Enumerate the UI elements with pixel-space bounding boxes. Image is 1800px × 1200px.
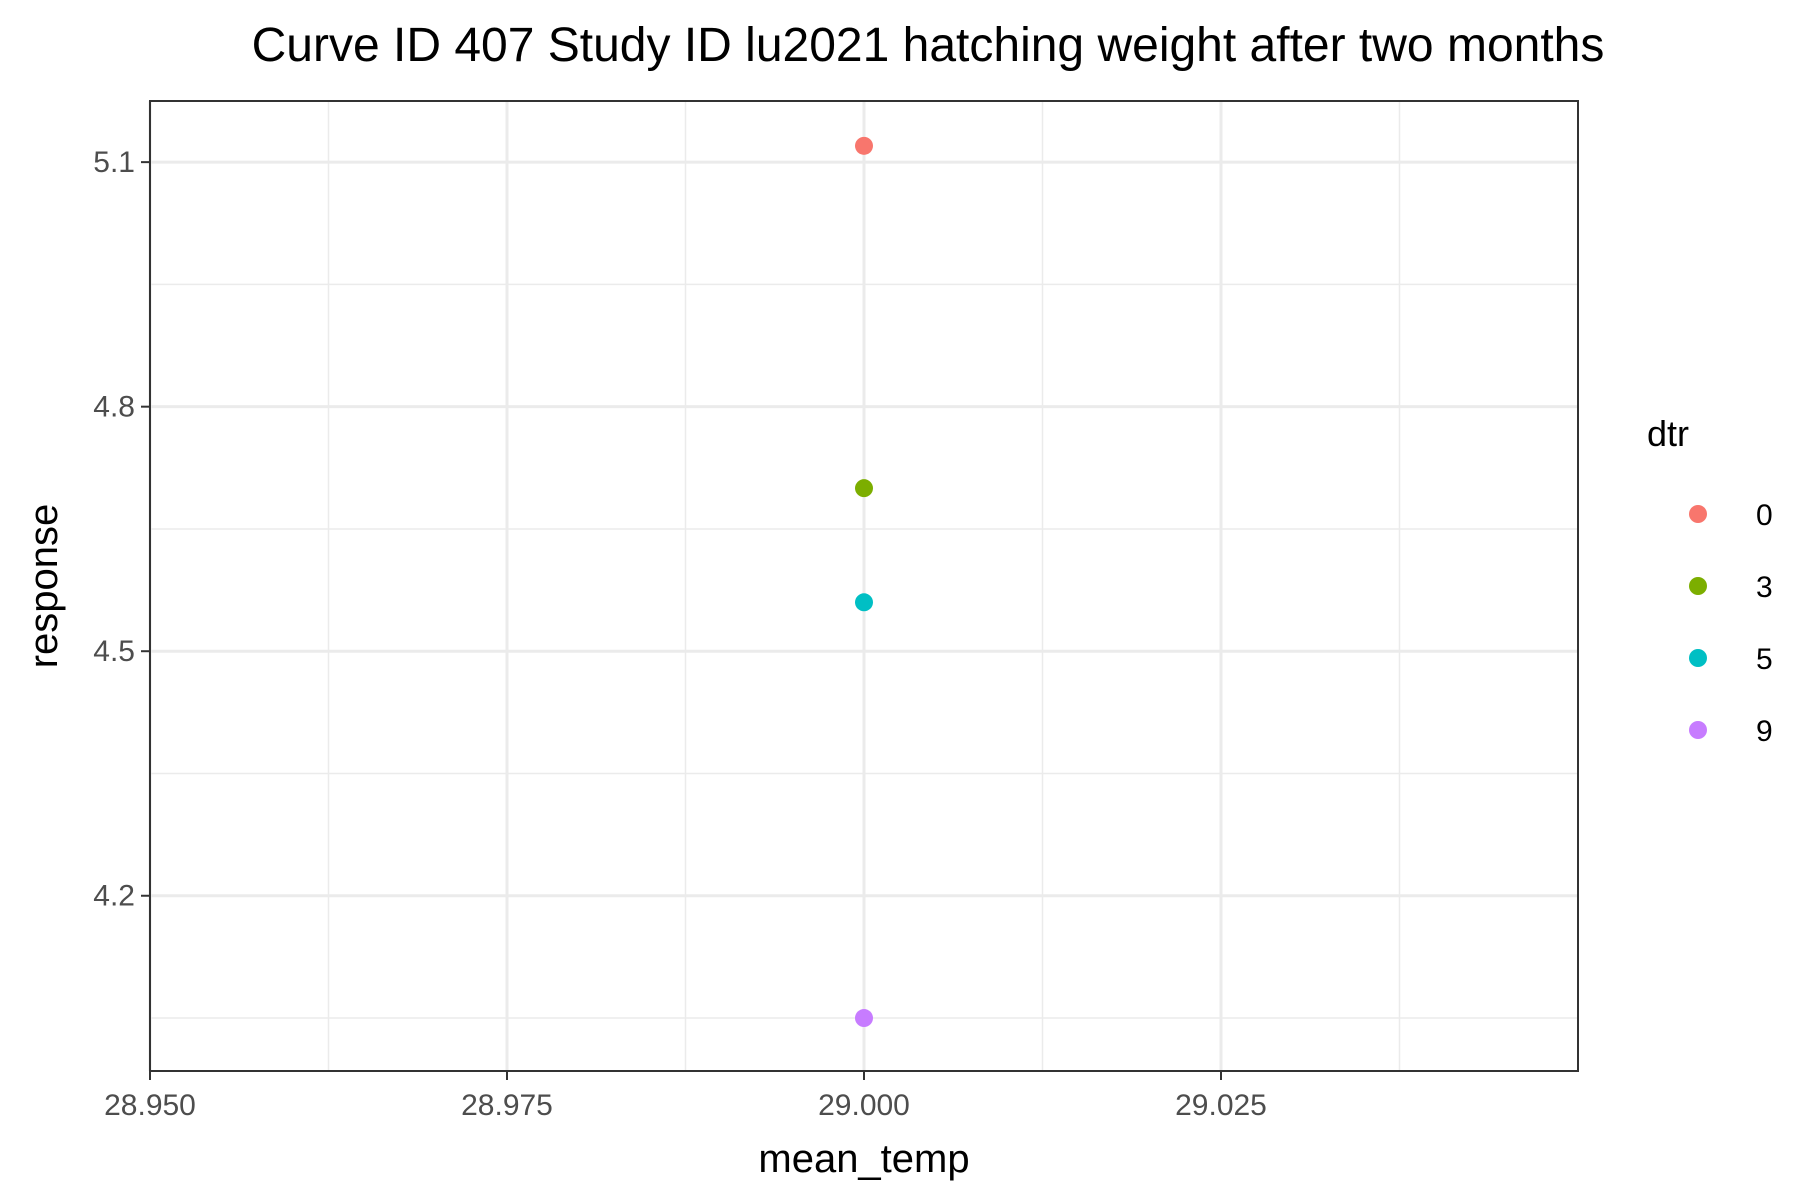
y-axis-label: response — [22, 504, 66, 669]
legend-label-9: 9 — [1756, 715, 1773, 748]
x-tick-label: 29.025 — [1175, 1089, 1267, 1122]
data-point-dtr-9 — [855, 1009, 873, 1028]
y-tick-label: 4.5 — [93, 635, 135, 668]
x-tick-label: 28.975 — [461, 1089, 553, 1122]
y-tick-label: 4.8 — [93, 391, 135, 424]
legend-title: dtr — [1647, 413, 1689, 454]
legend-key-0 — [1689, 505, 1707, 523]
legend-key-5 — [1689, 649, 1707, 667]
legend-label-0: 0 — [1756, 499, 1773, 532]
x-axis: 28.950 28.975 29.000 29.025 — [104, 1071, 1267, 1122]
data-points — [855, 136, 873, 1028]
x-axis-label: mean_temp — [758, 1137, 969, 1181]
major-gridlines — [148, 101, 1578, 1071]
legend-label-5: 5 — [1756, 643, 1773, 676]
y-axis: 4.2 4.5 4.8 5.1 — [93, 146, 150, 913]
x-tick-label: 28.950 — [104, 1089, 196, 1122]
data-point-dtr-0 — [855, 136, 873, 155]
legend-key-3 — [1689, 577, 1707, 595]
legend-label-3: 3 — [1756, 571, 1773, 604]
y-tick-label: 4.2 — [93, 880, 135, 913]
x-tick-label: 29.000 — [818, 1089, 910, 1122]
legend: dtr 0 3 5 9 — [1647, 413, 1773, 748]
y-tick-label: 5.1 — [93, 146, 135, 179]
legend-key-9 — [1689, 721, 1707, 739]
data-point-dtr-3 — [855, 479, 873, 498]
chart-title: Curve ID 407 Study ID lu2021 hatching we… — [252, 19, 1605, 72]
data-point-dtr-5 — [855, 593, 873, 612]
